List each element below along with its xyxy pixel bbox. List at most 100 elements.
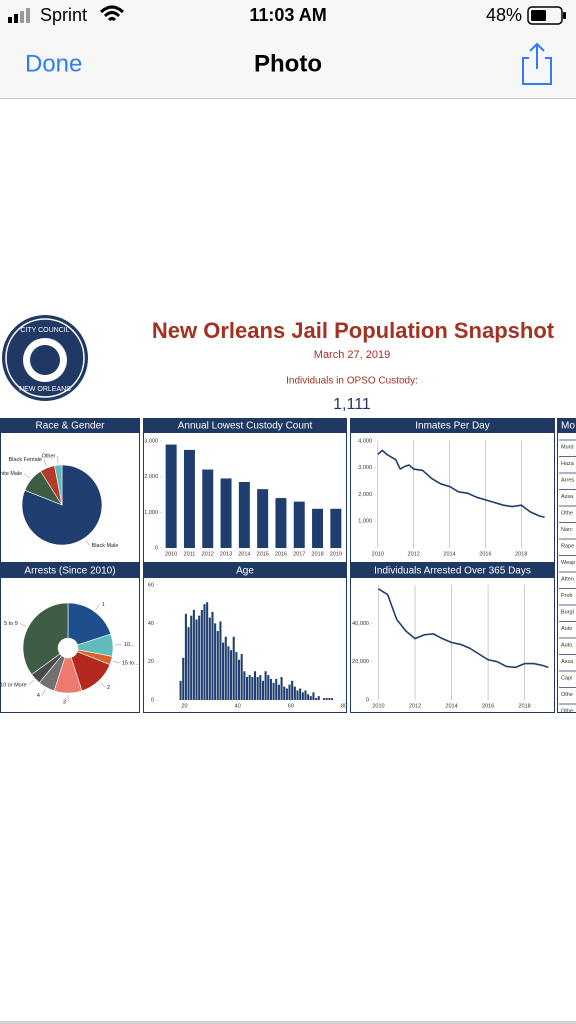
y-tick-label: 3,000 <box>144 438 158 444</box>
x-tick-label: 2010 <box>165 551 177 557</box>
histogram-bar <box>275 678 278 700</box>
histogram-bar <box>179 680 182 700</box>
table-row: Narc <box>561 527 573 533</box>
table-row: Auto <box>561 642 572 648</box>
x-tick-label: 2013 <box>220 551 232 557</box>
panel-title: Annual Lowest Custody Count <box>178 421 313 432</box>
table-row: Weap <box>561 560 575 566</box>
custody-label: Individuals in OPSO Custody: <box>286 376 418 387</box>
histogram-bar <box>211 611 214 700</box>
bar <box>220 478 232 548</box>
table-row: Prob <box>561 593 573 599</box>
histogram-bar <box>214 623 217 700</box>
bar <box>330 508 342 548</box>
table-title: Mo <box>561 421 575 432</box>
histogram-bar <box>323 698 326 700</box>
y-tick-label: 0 <box>151 697 154 703</box>
bar <box>165 444 177 548</box>
panel-border <box>350 563 555 713</box>
histogram-bar <box>243 671 246 700</box>
panel-header <box>350 563 555 578</box>
histogram-bar <box>184 613 187 700</box>
pie-slice <box>22 602 69 675</box>
table-row: Atten <box>561 576 574 582</box>
y-tick-label: 40 <box>148 621 154 627</box>
x-tick-label: 2018 <box>515 551 527 557</box>
dashboard-date: March 27, 2019 <box>314 349 390 361</box>
panel-header <box>143 563 347 578</box>
x-tick-label: 40 <box>235 703 241 709</box>
logo: CITY COUNCIL NEW ORLEANS <box>2 315 88 401</box>
bar <box>257 489 269 548</box>
slice-label: 5 to 9 <box>4 621 18 627</box>
bottom-bar <box>0 1021 576 1024</box>
panel-title: Age <box>236 566 254 577</box>
y-tick-label: 60 <box>148 582 154 588</box>
line-series <box>378 588 549 669</box>
histogram-bar <box>195 619 198 700</box>
slice-label: Other <box>42 454 56 460</box>
histogram-bar <box>296 690 299 700</box>
panel-header <box>143 418 347 433</box>
panel-header <box>0 563 140 578</box>
leader-line <box>28 679 34 686</box>
x-tick-label: 80 <box>341 703 347 709</box>
histogram-bar <box>283 686 286 700</box>
histogram-bar <box>304 690 307 700</box>
panel-title: Inmates Per Day <box>415 421 489 432</box>
x-tick-label: 2014 <box>445 703 457 709</box>
bar <box>293 501 305 548</box>
x-tick-label: 2012 <box>408 551 420 557</box>
x-tick-label: 2018 <box>518 703 530 709</box>
histogram-bar <box>208 617 211 700</box>
leader-line <box>95 604 100 611</box>
histogram-bar <box>331 698 334 700</box>
histogram-bar <box>267 675 270 700</box>
histogram-bar <box>227 646 230 700</box>
table-row: Arres <box>561 477 574 483</box>
histogram-bar <box>328 698 331 700</box>
y-tick-label: 0 <box>155 545 158 551</box>
histogram-bar <box>299 688 302 700</box>
slice-label: Black Female <box>9 457 42 463</box>
table-row: Othe <box>561 708 573 714</box>
y-tick-label: 0 <box>366 697 369 703</box>
table-row: Othe <box>561 692 573 698</box>
histogram-bar <box>245 677 249 700</box>
histogram-bar <box>192 609 195 700</box>
histogram-bar <box>285 688 288 700</box>
leader-line <box>85 539 90 546</box>
leader-line <box>99 682 106 688</box>
histogram-bar <box>261 680 264 700</box>
y-tick-label: 3,000 <box>358 465 372 471</box>
done-button[interactable]: Done <box>25 50 82 77</box>
bar <box>238 482 250 548</box>
histogram-bar <box>288 684 291 700</box>
x-tick-label: 2012 <box>409 703 421 709</box>
leader-line <box>24 473 30 479</box>
bar <box>312 508 324 548</box>
bar <box>202 469 214 548</box>
battery-icon <box>527 6 566 25</box>
x-tick-label: 2012 <box>202 551 214 557</box>
histogram-bar <box>235 652 238 700</box>
carrier: Sprint <box>40 5 87 25</box>
custody-value: 1,111 <box>333 396 371 413</box>
panel-title: Arrests (Since 2010) <box>24 566 115 577</box>
share-button[interactable] <box>522 42 552 85</box>
y-tick-label: 20,000 <box>352 659 369 665</box>
y-tick-label: 20 <box>148 659 154 665</box>
histogram-bar <box>253 671 257 700</box>
leader-line <box>19 623 27 627</box>
clock: 11:03 AM <box>249 5 326 25</box>
histogram-bar <box>203 604 206 700</box>
y-tick-label: 40,000 <box>352 621 369 627</box>
panel-title: Individuals Arrested Over 365 Days <box>374 566 531 577</box>
signal-icon <box>8 8 30 23</box>
histogram-bar <box>200 609 203 700</box>
panel-border <box>350 418 555 563</box>
leader-line <box>41 689 46 696</box>
bar <box>183 449 195 548</box>
x-tick-label: 2014 <box>238 551 250 557</box>
